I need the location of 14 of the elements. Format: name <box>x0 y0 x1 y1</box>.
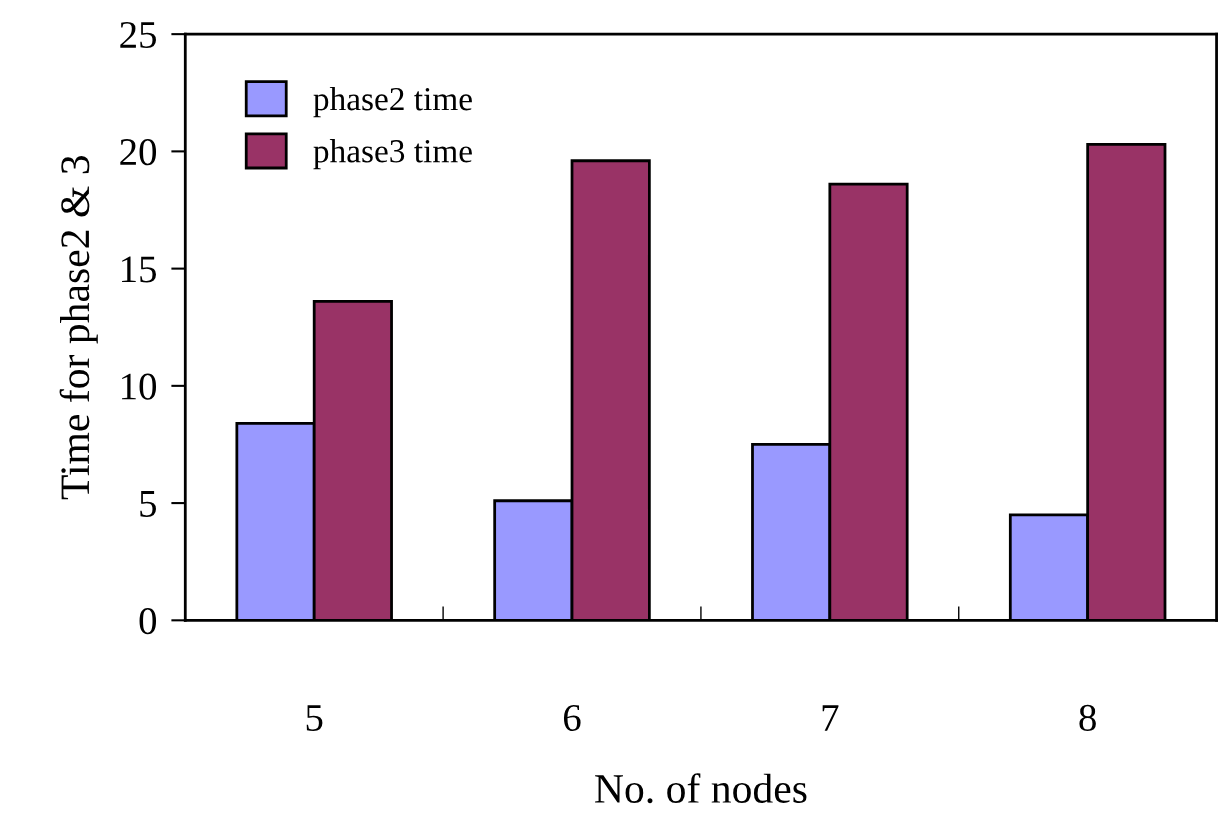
legend-label: phase3 time <box>313 139 472 170</box>
x-axis-title: No. of nodes <box>595 773 807 804</box>
x-tick-label: 5 <box>306 705 323 732</box>
y-tick-label: 0 <box>139 607 157 635</box>
y-tick-label: 25 <box>120 21 156 49</box>
x-tick-label: 7 <box>822 705 839 731</box>
y-axis-title: Time for phase2 & 3 <box>59 156 98 500</box>
y-tick-label: 15 <box>122 256 156 283</box>
legend-label: phase2 time <box>313 86 472 118</box>
y-tick-label: 5 <box>140 491 156 517</box>
y-tick-label: 10 <box>122 373 157 400</box>
x-tick-label: 8 <box>1079 704 1096 732</box>
x-tick-label: 6 <box>563 704 581 732</box>
y-tick-label: 20 <box>120 139 157 166</box>
